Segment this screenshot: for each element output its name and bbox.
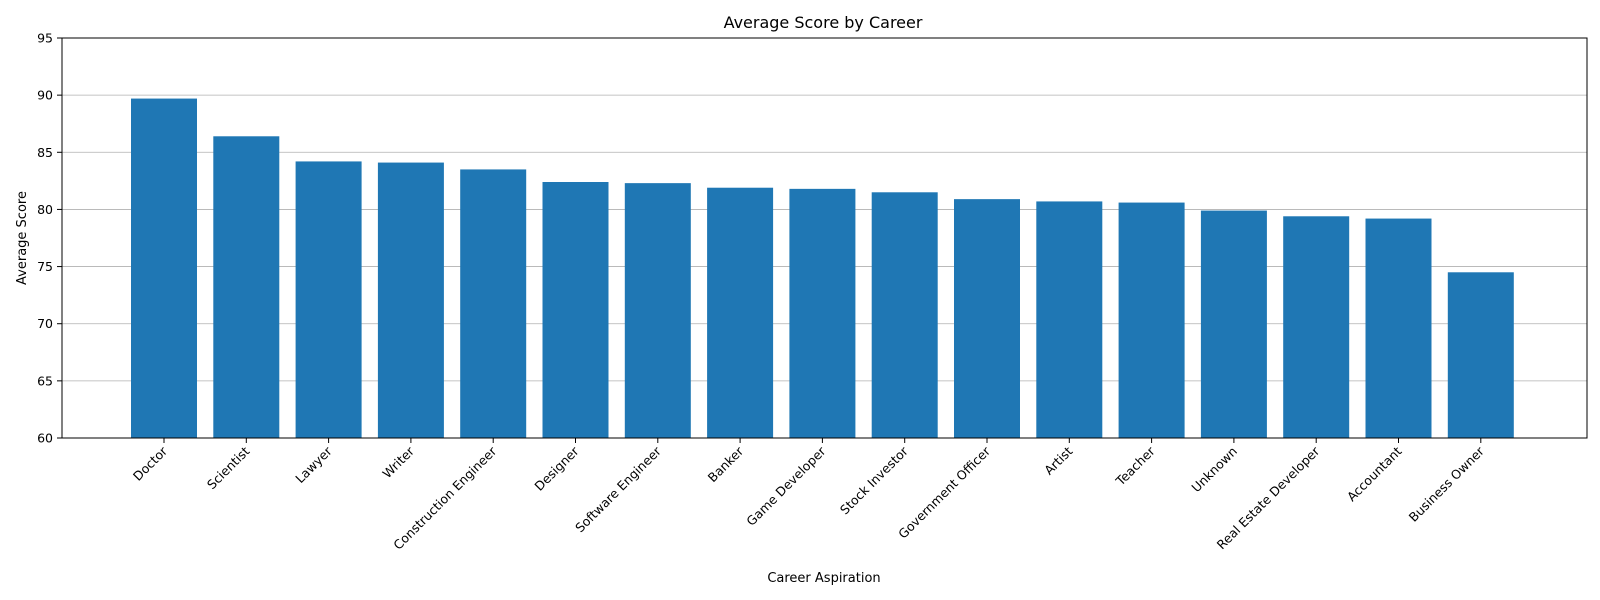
y-tick-label: 70 xyxy=(37,316,53,331)
x-tick-label: Stock Investor xyxy=(837,443,911,517)
x-tick-label: Artist xyxy=(1041,443,1075,477)
bar-accountant xyxy=(1365,218,1432,438)
bar-scientist xyxy=(213,136,280,439)
x-tick-label: Game Developer xyxy=(743,443,829,529)
bar-software-engineer xyxy=(624,183,691,438)
x-axis-ticks: Doctor Scientist Lawyer WriterConstruction … xyxy=(130,438,1488,553)
bar-business-owner xyxy=(1447,272,1514,438)
bar-teacher xyxy=(1118,202,1185,438)
bar-construction-engineer xyxy=(460,169,527,438)
y-tick-label: 60 xyxy=(37,431,53,446)
bar-lawyer xyxy=(295,161,362,438)
bar-doctor xyxy=(131,98,197,439)
bar-real-estate-developer xyxy=(1283,216,1350,438)
bar-stock-investor xyxy=(871,192,938,438)
bar-game-developer xyxy=(789,188,856,438)
bar-writer xyxy=(377,162,444,439)
x-tick-label: Unknown xyxy=(1188,444,1240,496)
y-axis-label: Average Score xyxy=(15,191,30,285)
x-tick-label: Software Engineer xyxy=(572,443,664,535)
x-tick-label: Government Officer xyxy=(895,443,994,542)
x-tick-label: Scientist xyxy=(204,443,253,492)
bar-government-officer xyxy=(954,199,1020,438)
y-tick-label: 65 xyxy=(37,373,53,388)
chart-title: Average Score by Career xyxy=(724,13,923,32)
bar-banker xyxy=(707,187,774,438)
y-tick-label: 95 xyxy=(37,31,53,46)
y-tick-label: 80 xyxy=(37,202,53,217)
x-tick-label: Writer xyxy=(379,443,417,481)
bar-unknown xyxy=(1200,210,1267,438)
x-tick-label: Accountant xyxy=(1344,443,1405,504)
x-axis-label: Career Aspiration xyxy=(767,571,880,586)
x-tick-label: Lawyer xyxy=(292,443,335,486)
plot-frame xyxy=(61,37,1588,439)
y-tick-label: 75 xyxy=(37,259,53,274)
x-tick-label: Teacher xyxy=(1112,443,1158,489)
y-tick-label: 90 xyxy=(37,88,53,103)
x-tick-label: Banker xyxy=(705,443,747,485)
x-tick-label: Designer xyxy=(531,443,582,494)
y-tick-label: 85 xyxy=(37,145,53,160)
bars xyxy=(131,98,1514,439)
y-axis-ticks: 60 65 70 75 80 85 90 95 xyxy=(37,31,62,446)
x-tick-label: Doctor xyxy=(130,443,171,484)
x-tick-label: Business Owner xyxy=(1406,443,1488,525)
bar-designer xyxy=(542,182,609,438)
bar-artist xyxy=(1036,201,1103,438)
